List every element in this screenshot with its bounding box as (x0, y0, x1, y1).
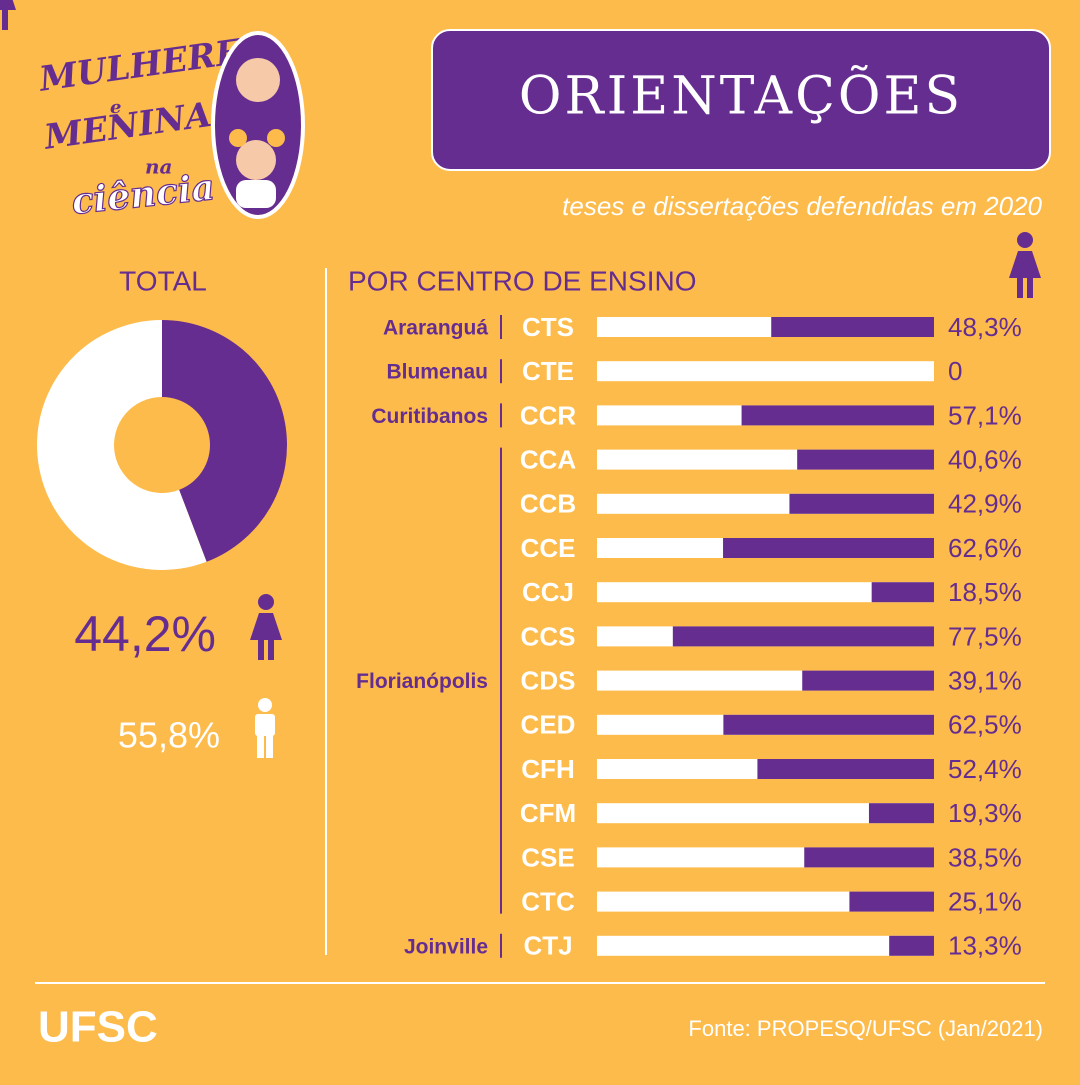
group-label: Florianópolis (356, 670, 488, 693)
category-label: CTC (521, 886, 575, 916)
woman-icon (0, 0, 16, 30)
value-label: 0 (948, 356, 962, 386)
bar (757, 759, 934, 779)
header-subtitle: teses e dissertações defendidas em 2020 (562, 191, 1042, 221)
category-label: CFH (521, 754, 574, 784)
category-label: CSE (521, 842, 574, 872)
category-label: CCE (521, 533, 576, 563)
bar (672, 626, 934, 647)
group-label: Joinville (404, 935, 488, 958)
value-label: 48,3% (948, 312, 1022, 342)
logo-text: na (145, 155, 173, 179)
bar (723, 538, 934, 558)
bar (771, 317, 934, 337)
category-label: CCJ (522, 577, 574, 607)
bar (868, 803, 934, 824)
bar (849, 891, 934, 912)
value-label: 77,5% (948, 621, 1022, 651)
value-label: 40,6% (948, 444, 1022, 474)
bar (804, 847, 934, 868)
category-label: CCS (521, 621, 576, 651)
pie-slice (37, 320, 207, 570)
logo-text: e (110, 97, 121, 118)
bar-track (597, 803, 934, 824)
bar (802, 670, 934, 691)
footer-brand: UFSC (38, 1003, 158, 1052)
value-label: 19,3% (948, 798, 1022, 828)
value-label: 39,1% (948, 665, 1022, 695)
chart-title: POR CENTRO DE ENSINO (348, 265, 696, 296)
pie-value-label: 44,2% (74, 606, 216, 662)
header-title: ORIENTAÇÕES (519, 66, 963, 127)
group-label: Blumenau (386, 361, 488, 384)
pie-slice (162, 320, 288, 562)
value-label: 52,4% (948, 754, 1022, 784)
value-label: 62,6% (948, 533, 1022, 563)
bar (871, 582, 934, 603)
category-label: CFM (520, 798, 576, 828)
chart-title: TOTAL (119, 265, 207, 296)
category-label: CCA (520, 444, 577, 474)
value-label: 25,1% (948, 886, 1022, 916)
bar (723, 714, 934, 735)
footer-source: Fonte: PROPESQ/UFSC (Jan/2021) (688, 1016, 1043, 1041)
pie-value-label: 55,8% (118, 715, 220, 756)
group-label: Curitibanos (371, 405, 488, 428)
man-icon (255, 698, 275, 758)
value-label: 38,5% (948, 842, 1022, 872)
category-label: CED (521, 710, 576, 740)
logo-illustration (211, 31, 305, 219)
bar-track (597, 361, 934, 382)
category-label: CTE (522, 356, 574, 386)
category-label: CTJ (523, 931, 572, 961)
bar (797, 449, 934, 470)
value-label: 18,5% (948, 577, 1022, 607)
category-label: CCB (520, 489, 576, 519)
value-label: 42,9% (948, 489, 1022, 519)
category-label: CDS (521, 665, 576, 695)
charts: TOTAL 44,2% 55,8% POR CENTRO DE ENSINO CTS 48… (37, 265, 1022, 961)
value-label: 62,5% (948, 710, 1022, 740)
category-label: CCR (520, 400, 577, 430)
value-label: 57,1% (948, 400, 1022, 430)
bar (789, 493, 934, 514)
bar-track (597, 582, 934, 603)
bar-track (597, 935, 934, 956)
group-label: Araranguá (383, 317, 488, 340)
category-label: CTS (522, 312, 574, 342)
value-label: 13,3% (948, 931, 1022, 961)
header-banner (431, 29, 1051, 171)
bar (741, 405, 934, 426)
bar (889, 935, 934, 956)
